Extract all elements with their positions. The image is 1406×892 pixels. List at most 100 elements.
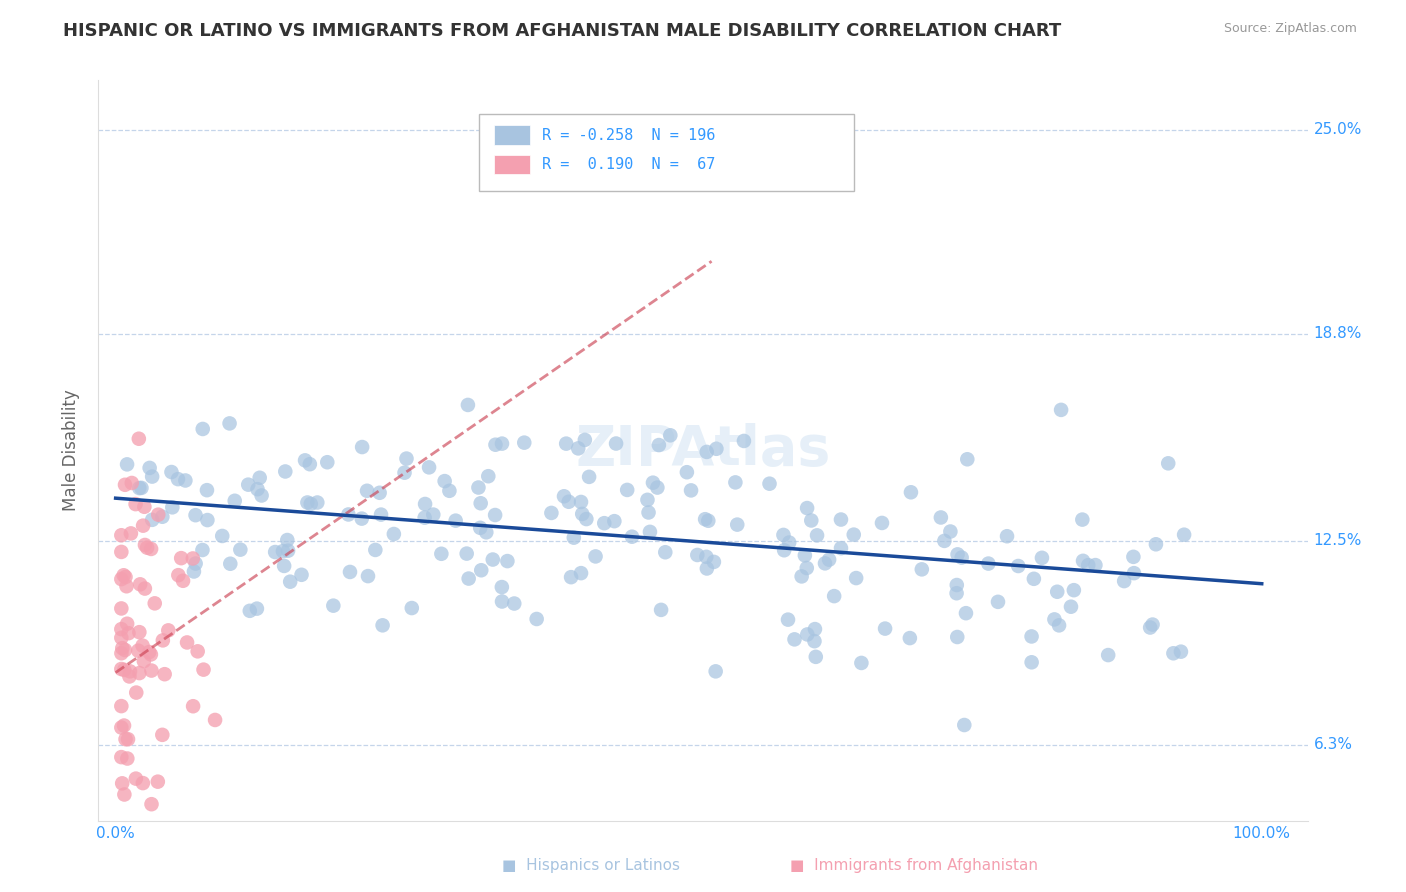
Point bbox=[118, 669, 141, 683]
Point bbox=[676, 465, 699, 479]
Point bbox=[1139, 621, 1161, 635]
Point bbox=[273, 558, 295, 573]
Point bbox=[160, 465, 183, 479]
Point bbox=[413, 497, 436, 511]
Point bbox=[758, 476, 780, 491]
Point bbox=[484, 508, 506, 522]
Point bbox=[138, 461, 160, 475]
Point bbox=[141, 664, 163, 678]
Point bbox=[1173, 527, 1195, 541]
Point bbox=[593, 516, 616, 531]
Point bbox=[557, 495, 579, 509]
Point bbox=[125, 772, 148, 786]
Point bbox=[796, 501, 818, 516]
Point bbox=[830, 512, 852, 526]
Point bbox=[110, 622, 132, 636]
Point bbox=[238, 477, 260, 491]
Point bbox=[139, 648, 162, 662]
Point bbox=[830, 541, 852, 556]
Point bbox=[603, 514, 626, 528]
Point bbox=[1031, 550, 1053, 565]
Point bbox=[578, 470, 600, 484]
Point bbox=[371, 618, 394, 632]
Point bbox=[167, 472, 190, 486]
Text: 6.3%: 6.3% bbox=[1313, 738, 1353, 753]
Point bbox=[574, 433, 596, 447]
Point bbox=[250, 488, 273, 502]
Point bbox=[134, 582, 156, 596]
Point bbox=[793, 549, 815, 563]
Text: 25.0%: 25.0% bbox=[1313, 122, 1362, 137]
Point bbox=[605, 436, 627, 450]
Point bbox=[110, 545, 132, 559]
Point bbox=[187, 644, 209, 658]
Point bbox=[277, 543, 299, 558]
Point bbox=[121, 475, 143, 490]
Point bbox=[1071, 554, 1094, 568]
Point bbox=[823, 589, 845, 603]
Point bbox=[803, 634, 825, 648]
Point bbox=[1007, 559, 1029, 574]
Point bbox=[638, 524, 661, 539]
Point bbox=[1170, 645, 1192, 659]
Point bbox=[995, 529, 1018, 543]
Point bbox=[197, 513, 219, 527]
Point bbox=[778, 535, 800, 549]
Point bbox=[418, 460, 440, 475]
Point bbox=[112, 663, 135, 677]
Point bbox=[183, 565, 205, 579]
Text: ■  Hispanics or Latinos: ■ Hispanics or Latinos bbox=[502, 858, 679, 872]
Bar bbox=[494, 126, 530, 145]
Point bbox=[246, 482, 269, 496]
Point bbox=[513, 435, 536, 450]
Point bbox=[1063, 583, 1085, 598]
Point bbox=[129, 577, 152, 591]
Point bbox=[132, 776, 155, 790]
Y-axis label: Male Disability: Male Disability bbox=[62, 390, 80, 511]
Point bbox=[1047, 618, 1070, 632]
Point bbox=[141, 797, 163, 812]
Point bbox=[637, 492, 659, 507]
Point bbox=[648, 438, 671, 452]
Point bbox=[1157, 456, 1180, 470]
Point bbox=[184, 508, 207, 523]
Point bbox=[264, 545, 287, 559]
Point bbox=[224, 493, 246, 508]
Point bbox=[1084, 558, 1107, 573]
Text: HISPANIC OR LATINO VS IMMIGRANTS FROM AFGHANISTAN MALE DISABILITY CORRELATION CH: HISPANIC OR LATINO VS IMMIGRANTS FROM AF… bbox=[63, 22, 1062, 40]
Point bbox=[153, 667, 176, 681]
Point bbox=[181, 699, 204, 714]
Point bbox=[496, 554, 519, 568]
Point bbox=[703, 555, 725, 569]
Point bbox=[152, 633, 174, 648]
Point bbox=[167, 568, 190, 582]
Point bbox=[128, 625, 150, 640]
Point bbox=[276, 533, 298, 547]
Point bbox=[616, 483, 638, 497]
Point bbox=[898, 631, 921, 645]
Point bbox=[174, 474, 197, 488]
Point bbox=[339, 565, 361, 579]
Point bbox=[394, 466, 416, 480]
Point bbox=[783, 632, 806, 647]
Point bbox=[1022, 572, 1045, 586]
Point bbox=[945, 586, 967, 600]
Point bbox=[491, 594, 513, 608]
Point bbox=[696, 561, 718, 575]
Point bbox=[131, 481, 153, 495]
Point bbox=[148, 508, 170, 522]
Point bbox=[444, 514, 467, 528]
Point bbox=[290, 567, 312, 582]
Point bbox=[172, 574, 194, 588]
Point bbox=[138, 645, 160, 659]
Point bbox=[1077, 558, 1099, 573]
Point bbox=[132, 654, 155, 668]
Point bbox=[470, 496, 492, 510]
Point bbox=[278, 574, 301, 589]
Point bbox=[695, 512, 717, 526]
Point bbox=[184, 557, 207, 571]
Point bbox=[195, 483, 218, 498]
Point bbox=[484, 438, 506, 452]
Point bbox=[382, 527, 405, 541]
Point bbox=[1046, 584, 1069, 599]
